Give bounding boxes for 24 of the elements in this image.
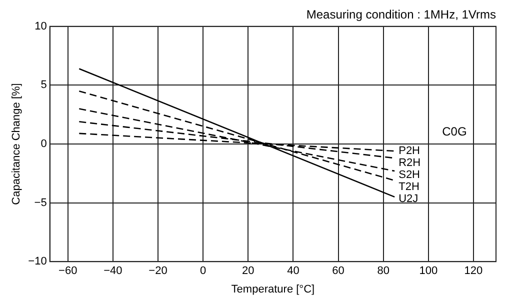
x-tick-label: 60 [332,265,344,278]
y-tick-label: 5 [40,79,47,92]
x-tick-label: 120 [464,265,483,278]
series-label: T2H [398,181,420,194]
x-tick-label: −40 [104,265,122,278]
chart-title: Measuring condition : 1MHz, 1Vrms [306,8,496,22]
x-tick-label: 40 [287,265,300,278]
x-tick-label: 20 [242,265,254,278]
y-axis-title: Capacitance Change [%] [10,83,23,205]
series-label: U2J [398,193,418,206]
x-axis-title: Temperature [°C] [231,283,315,296]
series-label: R2H [398,157,421,170]
series-label: P2H [398,145,420,158]
annotation: C0G [442,124,467,138]
x-tick-label: −60 [58,265,78,278]
y-tick-label: 0 [40,138,47,150]
x-tick-label: 80 [377,265,390,278]
x-tick-label: −20 [148,265,168,278]
y-tick-label: −5 [34,196,47,209]
x-tick-label: 100 [419,265,438,278]
y-tick-label: −10 [28,256,47,268]
x-tick-label: 0 [200,265,206,278]
series-label: S2H [398,169,420,182]
y-tick-label: 10 [34,20,47,32]
